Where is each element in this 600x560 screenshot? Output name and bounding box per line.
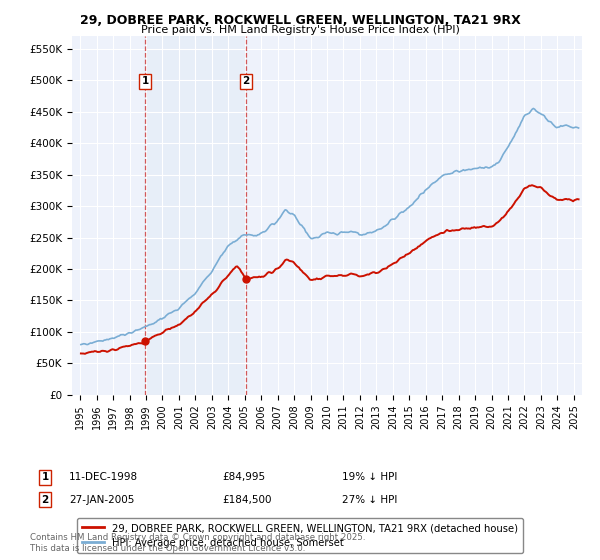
Text: 11-DEC-1998: 11-DEC-1998 [69,472,138,482]
Text: 2: 2 [41,494,49,505]
Text: £84,995: £84,995 [222,472,265,482]
Legend: 29, DOBREE PARK, ROCKWELL GREEN, WELLINGTON, TA21 9RX (detached house), HPI: Ave: 29, DOBREE PARK, ROCKWELL GREEN, WELLING… [77,518,523,553]
Bar [145,36,246,395]
Text: 27% ↓ HPI: 27% ↓ HPI [342,494,397,505]
Text: 19% ↓ HPI: 19% ↓ HPI [342,472,397,482]
Text: Price paid vs. HM Land Registry's House Price Index (HPI): Price paid vs. HM Land Registry's House … [140,25,460,35]
Text: 27-JAN-2005: 27-JAN-2005 [69,494,134,505]
Text: £184,500: £184,500 [222,494,271,505]
Text: 1: 1 [142,76,149,86]
Text: 1: 1 [41,472,49,482]
Text: Contains HM Land Registry data © Crown copyright and database right 2025.
This d: Contains HM Land Registry data © Crown c… [30,533,365,553]
Text: 2: 2 [242,76,250,86]
Text: 29, DOBREE PARK, ROCKWELL GREEN, WELLINGTON, TA21 9RX: 29, DOBREE PARK, ROCKWELL GREEN, WELLING… [80,14,520,27]
